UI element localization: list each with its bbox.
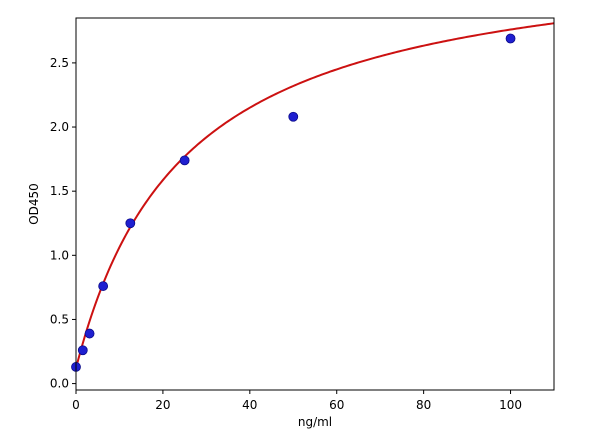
axes-frame <box>75 17 555 391</box>
x-tick-label: 0 <box>72 398 80 412</box>
x-tick-label: 40 <box>242 398 257 412</box>
data-point <box>98 281 109 291</box>
fit-curve-line <box>76 22 554 369</box>
x-tick-label: 100 <box>499 398 522 412</box>
y-tick-label: 1.5 <box>50 184 69 198</box>
data-point <box>505 33 516 44</box>
x-axis-label: ng/ml <box>298 415 332 429</box>
x-axis-ticks: 0 20 40 60 80 100 <box>72 390 522 412</box>
y-axis-label: OD450 <box>27 183 41 225</box>
y-tick-label: 1.0 <box>50 248 69 262</box>
y-axis-ticks: 0.0 0.5 1.0 1.5 2.0 2.5 <box>50 56 76 391</box>
plot-area <box>71 22 554 372</box>
data-point <box>77 345 88 356</box>
y-tick-label: 2.0 <box>50 120 69 134</box>
y-tick-label: 0.0 <box>50 377 69 391</box>
data-point <box>125 218 136 229</box>
y-tick-label: 0.5 <box>50 312 69 326</box>
x-tick-label: 60 <box>329 398 344 412</box>
data-point <box>84 328 95 339</box>
data-point <box>288 111 299 122</box>
x-tick-label: 20 <box>155 398 170 412</box>
x-tick-label: 80 <box>416 398 431 412</box>
y-tick-label: 2.5 <box>50 56 69 70</box>
data-point <box>179 155 190 166</box>
